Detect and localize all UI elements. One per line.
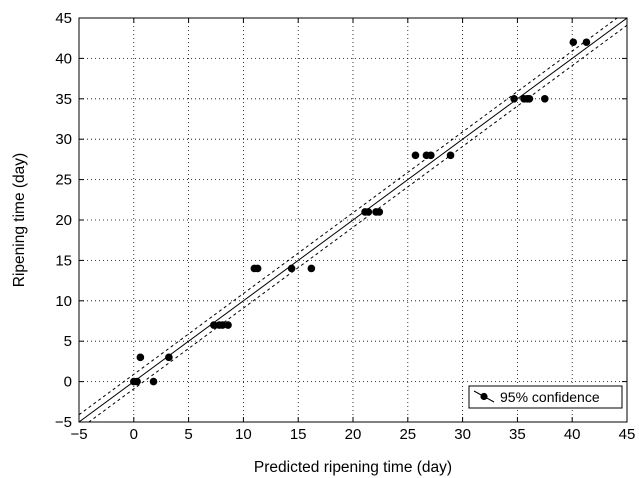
data-point bbox=[525, 95, 534, 103]
plot-area bbox=[79, 18, 627, 422]
data-point bbox=[224, 321, 232, 329]
data-point bbox=[411, 151, 420, 160]
y-tick-label: 45 bbox=[55, 10, 72, 27]
x-tick-label: 15 bbox=[290, 426, 307, 443]
data-point bbox=[375, 208, 384, 216]
x-tick-label: 20 bbox=[345, 426, 362, 443]
axis-ticks: −5 0 5 10 15 20 25 30 35 40 45 −5 0 5 10 15 20 25 30 35 40 45 bbox=[55, 10, 635, 443]
data-point bbox=[569, 38, 578, 47]
data-point bbox=[307, 264, 316, 273]
y-tick-label: 40 bbox=[55, 50, 72, 67]
x-tick-label: 40 bbox=[564, 426, 581, 443]
x-tick-label: 30 bbox=[454, 426, 471, 443]
data-point bbox=[582, 38, 591, 47]
data-point bbox=[364, 208, 373, 216]
x-tick-label: 35 bbox=[509, 426, 526, 443]
data-point bbox=[210, 321, 218, 329]
x-tick-label: 5 bbox=[184, 426, 192, 443]
y-tick-label: 15 bbox=[55, 252, 72, 269]
data-point bbox=[427, 151, 435, 160]
grid bbox=[79, 18, 627, 422]
legend: 95% confidence bbox=[468, 385, 623, 409]
data-point bbox=[541, 95, 549, 103]
data-point bbox=[165, 353, 173, 362]
data-point bbox=[136, 353, 145, 362]
data-point bbox=[510, 95, 518, 103]
x-tick-label: −5 bbox=[70, 426, 87, 443]
x-tick-label: 45 bbox=[619, 426, 636, 443]
data-point bbox=[287, 264, 296, 273]
y-tick-label: 20 bbox=[55, 212, 72, 229]
data-point bbox=[133, 377, 141, 386]
y-tick-label: 35 bbox=[55, 91, 72, 108]
x-axis-label: Predicted ripening time (day) bbox=[254, 459, 452, 476]
data-point bbox=[149, 377, 158, 386]
legend-label: 95% confidence bbox=[500, 389, 600, 405]
legend-box bbox=[468, 385, 623, 409]
data-point bbox=[253, 264, 262, 273]
x-tick-label: 0 bbox=[130, 426, 138, 443]
x-tick-label: 10 bbox=[235, 426, 252, 443]
y-tick-label: 0 bbox=[64, 374, 72, 391]
data-point bbox=[218, 321, 227, 329]
y-tick-label: 30 bbox=[55, 131, 72, 148]
y-tick-label: 25 bbox=[55, 172, 72, 189]
y-tick-label: −5 bbox=[55, 414, 72, 431]
confidence-bound-line bbox=[88, 24, 627, 422]
y-tick-label: 10 bbox=[55, 293, 72, 310]
legend-point-marker bbox=[480, 392, 488, 401]
x-tick-label: 25 bbox=[399, 426, 416, 443]
y-axis-label: Ripening time (day) bbox=[11, 153, 28, 287]
data-point bbox=[446, 151, 455, 160]
y-tick-label: 5 bbox=[64, 333, 72, 350]
